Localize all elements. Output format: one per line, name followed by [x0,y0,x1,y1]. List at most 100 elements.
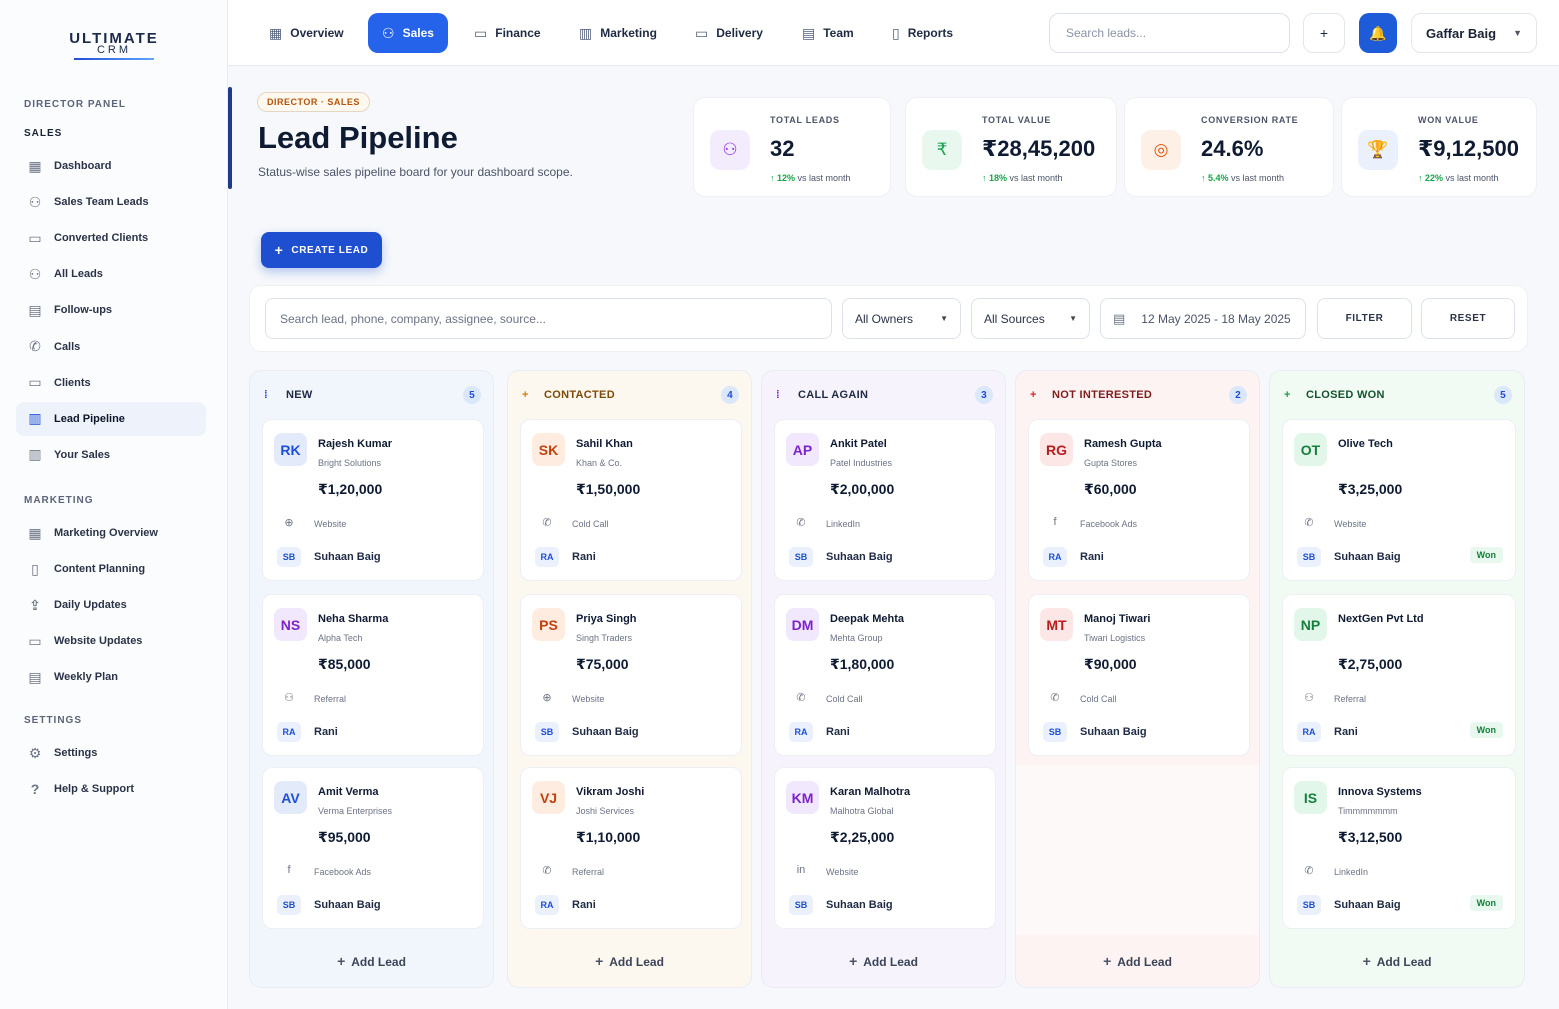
lead-card[interactable]: NP NextGen Pvt Ltd ₹2,75,000 ⚇ Referral RA Ran… [1282,594,1516,756]
empty-drop-zone[interactable] [1016,765,1259,935]
assignee-name: Suhaan Baig [572,726,639,738]
tab-delivery[interactable]: ▭ Delivery [681,13,777,53]
sidebar-item-settings[interactable]: ⚙ Settings [16,736,206,770]
column-header: + CLOSED WON 5 [1284,386,1512,404]
lead-name: Ramesh Gupta [1084,438,1162,450]
assignee-avatar: SB [277,895,301,915]
finance-icon: ▭ [474,24,488,41]
source-select[interactable]: All Sources ▼ [971,298,1090,339]
lead-card[interactable]: DM Deepak Mehta Mehta Group ₹1,80,000 ✆ Cold … [774,594,996,756]
team-icon: ▤ [802,24,816,41]
lead-card[interactable]: MT Manoj Tiwari Tiwari Logistics ₹90,000 ✆ Co… [1028,594,1250,756]
users-icon: ⚇ [28,265,42,282]
sidebar-item-label: Marketing Overview [54,527,158,539]
column-status-icon: + [1030,389,1037,401]
quick-add-button[interactable]: + [1303,13,1345,53]
assignee-name: Rani [572,551,596,563]
sidebar-item-lead-pipeline[interactable]: ▥ Lead Pipeline [16,401,206,436]
logo-underline [74,58,154,60]
app-logo[interactable]: ULTIMATE CRM [62,30,166,66]
lead-amount: ₹2,75,000 [1338,656,1403,672]
sidebar-item-weekly-plan[interactable]: ▤ Weekly Plan [16,660,206,694]
notifications-button[interactable]: 🔔 [1359,13,1397,53]
lead-card[interactable]: NS Neha Sharma Alpha Tech ₹85,000 ⚇ Referral R… [262,594,484,756]
lead-avatar: NS [274,608,307,641]
sidebar-item-converted-clients[interactable]: ▭ Converted Clients [16,221,206,255]
lead-search-input[interactable]: Search lead, phone, company, assignee, s… [265,298,832,339]
tab-sales[interactable]: ⚇ Sales [368,13,448,53]
reports-icon: ▯ [892,24,900,41]
assignee-avatar: RA [1297,722,1321,742]
sidebar-item-daily-updates[interactable]: ⇪ Daily Updates [16,588,206,622]
tab-reports[interactable]: ▯ Reports [878,13,967,53]
column-count-badge: 2 [1229,386,1247,404]
sidebar-item-follow-ups[interactable]: ▤ Follow-ups [16,293,206,327]
sidebar-item-clients[interactable]: ▭ Clients [16,366,206,400]
lead-avatar: NP [1294,608,1327,641]
sidebar-item-content-planning[interactable]: ▯ Content Planning [16,552,206,586]
lead-card[interactable]: OT Olive Tech ₹3,25,000 ✆ Website SB Suhaan Ba… [1282,419,1516,581]
tab-marketing[interactable]: ▥ Marketing [565,13,671,53]
owner-select[interactable]: All Owners ▼ [842,298,961,339]
reset-button[interactable]: RESET [1421,298,1515,339]
lead-source-icon: in [796,864,806,876]
lead-card[interactable]: IS Innova Systems Timmmmmmm ₹3,12,500 ✆ Linke… [1282,767,1516,929]
lead-source-icon: ✆ [542,517,552,529]
tab-team[interactable]: ▤ Team [788,13,868,53]
add-lead-button[interactable]: + Add Lead [762,953,1005,969]
sidebar-item-label: All Leads [54,268,103,281]
won-status-badge: Won [1469,895,1503,911]
lead-company: Khan & Co. [576,458,623,468]
lead-source: Referral [1334,694,1367,704]
lead-card[interactable]: SK Sahil Khan Khan & Co. ₹1,50,000 ✆ Cold Cal… [520,419,742,581]
lead-source-icon: ✆ [1304,865,1314,877]
page-title: Lead Pipeline [258,120,458,155]
owner-select-value: All Owners [855,311,914,326]
lead-card[interactable]: KM Karan Malhotra Malhotra Global ₹2,25,000… [774,767,996,929]
add-lead-button[interactable]: + Add Lead [250,953,493,969]
search-leads-input[interactable]: Search leads... [1049,13,1290,53]
user-menu-button[interactable]: Gaffar Baig ▼ [1411,13,1537,53]
sidebar-item-website-updates[interactable]: ▭ Website Updates [16,624,206,658]
sidebar-item-marketing-overview[interactable]: ▦ Marketing Overview [16,516,206,550]
assignee-name: Suhaan Baig [314,551,381,563]
assignee-avatar: RA [789,722,813,742]
lead-name: NextGen Pvt Ltd [1338,613,1424,625]
lead-avatar: SK [532,433,565,466]
assignee-name: Rani [572,899,596,911]
sidebar-item-sales-team-leads[interactable]: ⚇ Sales Team Leads [16,185,206,219]
sidebar-item-dashboard[interactable]: ▦ Dashboard [16,149,206,183]
tab-finance[interactable]: ▭ Finance [460,13,555,53]
sidebar-item-help-support[interactable]: ? Help & Support [16,772,206,806]
lead-card[interactable]: AV Amit Verma Verma Enterprises ₹95,000 f Fac… [262,767,484,929]
lead-company: Alpha Tech [318,633,363,643]
date-range-picker[interactable]: ▤ 12 May 2025 - 18 May 2025 [1100,298,1306,339]
lead-card[interactable]: AP Ankit Patel Patel Industries ₹2,00,000 ✆ L… [774,419,996,581]
lead-name: Vikram Joshi [576,786,645,798]
lead-name: Karan Malhotra [830,786,911,798]
add-lead-button[interactable]: + Add Lead [1016,953,1259,969]
lead-source: Cold Call [826,694,863,704]
add-lead-button[interactable]: + Add Lead [508,953,751,969]
sidebar-item-calls[interactable]: ✆ Calls [16,330,206,364]
assignee-name: Suhaan Baig [1334,899,1401,911]
lead-card[interactable]: PS Priya Singh Singh Traders ₹75,000 ⊕ Websit… [520,594,742,756]
tab-overview[interactable]: ▦ Overview [255,13,358,53]
create-lead-button[interactable]: + CREATE LEAD [261,232,382,268]
sidebar-item-all-leads[interactable]: ⚇ All Leads [16,257,206,291]
add-lead-button[interactable]: + Add Lead [1270,953,1524,969]
tab-label: Team [823,26,854,40]
lead-card[interactable]: VJ Vikram Joshi Joshi Services ₹1,10,000 ✆ Re… [520,767,742,929]
trend-up-value: ↑ 18% [982,173,1010,183]
assignee-name: Suhaan Baig [826,899,893,911]
delivery-icon: ▭ [695,24,709,41]
add-lead-label: Add Lead [609,955,664,969]
filter-button[interactable]: FILTER [1317,298,1412,339]
column-status-icon: ⁞ [776,389,780,401]
stat-icon: ⚇ [710,130,750,170]
logo-text-primary: ULTIMATE [69,30,159,47]
lead-card[interactable]: RG Ramesh Gupta Gupta Stores ₹60,000 f Facebo… [1028,419,1250,581]
sidebar-item-your-sales[interactable]: ▥ Your Sales [16,438,206,472]
lead-card[interactable]: RK Rajesh Kumar Bright Solutions ₹1,20,000 ⊕… [262,419,484,581]
plus-icon: + [337,953,346,969]
